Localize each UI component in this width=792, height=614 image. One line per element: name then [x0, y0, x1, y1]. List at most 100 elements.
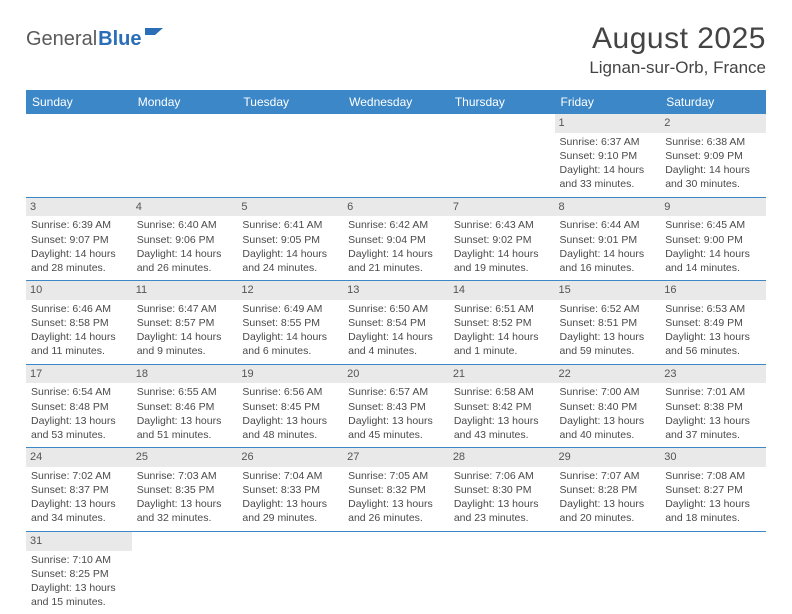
- day-cell: [343, 114, 449, 197]
- day-line: and 30 minutes.: [665, 177, 761, 191]
- day-number: 4: [132, 198, 238, 217]
- day-line: Sunset: 8:52 PM: [454, 316, 550, 330]
- day-cell: [132, 114, 238, 197]
- day-line: Sunset: 9:05 PM: [242, 233, 338, 247]
- day-line: and 24 minutes.: [242, 261, 338, 275]
- day-line: Sunset: 9:06 PM: [137, 233, 233, 247]
- day-line: Daylight: 13 hours: [665, 497, 761, 511]
- day-cell: 11Sunrise: 6:47 AMSunset: 8:57 PMDayligh…: [132, 281, 238, 365]
- day-line: Sunset: 8:54 PM: [348, 316, 444, 330]
- day-cell: 16Sunrise: 6:53 AMSunset: 8:49 PMDayligh…: [660, 281, 766, 365]
- day-line: Daylight: 14 hours: [665, 247, 761, 261]
- day-line: Daylight: 14 hours: [31, 247, 127, 261]
- day-cell: [449, 531, 555, 614]
- day-cell: 9Sunrise: 6:45 AMSunset: 9:00 PMDaylight…: [660, 197, 766, 281]
- day-cell: [237, 531, 343, 614]
- day-cell: 20Sunrise: 6:57 AMSunset: 8:43 PMDayligh…: [343, 364, 449, 448]
- day-cell: 31Sunrise: 7:10 AMSunset: 8:25 PMDayligh…: [26, 531, 132, 614]
- day-cell: 10Sunrise: 6:46 AMSunset: 8:58 PMDayligh…: [26, 281, 132, 365]
- day-cell: 8Sunrise: 6:44 AMSunset: 9:01 PMDaylight…: [555, 197, 661, 281]
- day-line: Sunset: 9:09 PM: [665, 149, 761, 163]
- day-cell: 29Sunrise: 7:07 AMSunset: 8:28 PMDayligh…: [555, 448, 661, 532]
- day-number: 26: [237, 448, 343, 467]
- day-line: Daylight: 13 hours: [137, 414, 233, 428]
- day-cell: 14Sunrise: 6:51 AMSunset: 8:52 PMDayligh…: [449, 281, 555, 365]
- day-line: and 34 minutes.: [31, 511, 127, 525]
- day-line: and 11 minutes.: [31, 344, 127, 358]
- header-row: Sunday Monday Tuesday Wednesday Thursday…: [26, 90, 766, 114]
- day-line: Sunrise: 6:52 AM: [560, 302, 656, 316]
- day-line: Daylight: 14 hours: [242, 330, 338, 344]
- day-number: 1: [555, 114, 661, 133]
- day-line: and 45 minutes.: [348, 428, 444, 442]
- day-number: 17: [26, 365, 132, 384]
- day-number: 7: [449, 198, 555, 217]
- week-row: 1Sunrise: 6:37 AMSunset: 9:10 PMDaylight…: [26, 114, 766, 197]
- day-line: Sunrise: 7:00 AM: [560, 385, 656, 399]
- day-line: and 37 minutes.: [665, 428, 761, 442]
- day-line: and 19 minutes.: [454, 261, 550, 275]
- day-line: Daylight: 13 hours: [454, 497, 550, 511]
- day-line: Sunset: 8:45 PM: [242, 400, 338, 414]
- week-row: 3Sunrise: 6:39 AMSunset: 9:07 PMDaylight…: [26, 197, 766, 281]
- day-line: Sunrise: 6:55 AM: [137, 385, 233, 399]
- day-number: 13: [343, 281, 449, 300]
- day-line: Daylight: 14 hours: [665, 163, 761, 177]
- day-line: Daylight: 13 hours: [560, 330, 656, 344]
- day-cell: 21Sunrise: 6:58 AMSunset: 8:42 PMDayligh…: [449, 364, 555, 448]
- day-line: Daylight: 14 hours: [560, 163, 656, 177]
- day-line: and 51 minutes.: [137, 428, 233, 442]
- col-mon: Monday: [132, 90, 238, 114]
- day-number: 30: [660, 448, 766, 467]
- day-line: Sunrise: 6:53 AM: [665, 302, 761, 316]
- day-line: Daylight: 14 hours: [560, 247, 656, 261]
- day-line: Daylight: 13 hours: [348, 497, 444, 511]
- day-line: Daylight: 13 hours: [348, 414, 444, 428]
- day-cell: 3Sunrise: 6:39 AMSunset: 9:07 PMDaylight…: [26, 197, 132, 281]
- day-line: Sunset: 8:25 PM: [31, 567, 127, 581]
- day-line: Daylight: 14 hours: [454, 330, 550, 344]
- day-line: and 14 minutes.: [665, 261, 761, 275]
- day-line: Sunset: 9:00 PM: [665, 233, 761, 247]
- day-cell: 19Sunrise: 6:56 AMSunset: 8:45 PMDayligh…: [237, 364, 343, 448]
- day-line: Sunrise: 7:02 AM: [31, 469, 127, 483]
- day-line: Daylight: 13 hours: [560, 414, 656, 428]
- day-number: 6: [343, 198, 449, 217]
- day-line: Daylight: 14 hours: [348, 247, 444, 261]
- day-number: 21: [449, 365, 555, 384]
- day-line: and 6 minutes.: [242, 344, 338, 358]
- day-line: Sunrise: 6:49 AM: [242, 302, 338, 316]
- logo-text-1: General: [26, 28, 97, 51]
- day-line: Sunset: 8:35 PM: [137, 483, 233, 497]
- day-number: 23: [660, 365, 766, 384]
- week-row: 10Sunrise: 6:46 AMSunset: 8:58 PMDayligh…: [26, 281, 766, 365]
- day-line: and 9 minutes.: [137, 344, 233, 358]
- day-cell: 17Sunrise: 6:54 AMSunset: 8:48 PMDayligh…: [26, 364, 132, 448]
- day-number: 22: [555, 365, 661, 384]
- day-line: Sunrise: 6:50 AM: [348, 302, 444, 316]
- day-line: Sunrise: 6:56 AM: [242, 385, 338, 399]
- logo: GeneralBlue: [26, 28, 165, 51]
- day-number: 25: [132, 448, 238, 467]
- week-row: 31Sunrise: 7:10 AMSunset: 8:25 PMDayligh…: [26, 531, 766, 614]
- day-cell: [237, 114, 343, 197]
- day-number: 14: [449, 281, 555, 300]
- title-block: August 2025 Lignan-sur-Orb, France: [589, 22, 766, 78]
- day-number: 10: [26, 281, 132, 300]
- day-line: and 1 minute.: [454, 344, 550, 358]
- day-line: and 56 minutes.: [665, 344, 761, 358]
- day-line: Sunset: 8:58 PM: [31, 316, 127, 330]
- day-line: Sunrise: 7:03 AM: [137, 469, 233, 483]
- day-line: Daylight: 13 hours: [560, 497, 656, 511]
- flag-icon: [145, 25, 165, 48]
- day-cell: 1Sunrise: 6:37 AMSunset: 9:10 PMDaylight…: [555, 114, 661, 197]
- col-sat: Saturday: [660, 90, 766, 114]
- day-line: Sunrise: 7:01 AM: [665, 385, 761, 399]
- day-line: and 29 minutes.: [242, 511, 338, 525]
- day-cell: 6Sunrise: 6:42 AMSunset: 9:04 PMDaylight…: [343, 197, 449, 281]
- day-line: Sunset: 8:33 PM: [242, 483, 338, 497]
- day-cell: 15Sunrise: 6:52 AMSunset: 8:51 PMDayligh…: [555, 281, 661, 365]
- day-line: and 18 minutes.: [665, 511, 761, 525]
- day-line: Sunset: 8:40 PM: [560, 400, 656, 414]
- day-line: and 33 minutes.: [560, 177, 656, 191]
